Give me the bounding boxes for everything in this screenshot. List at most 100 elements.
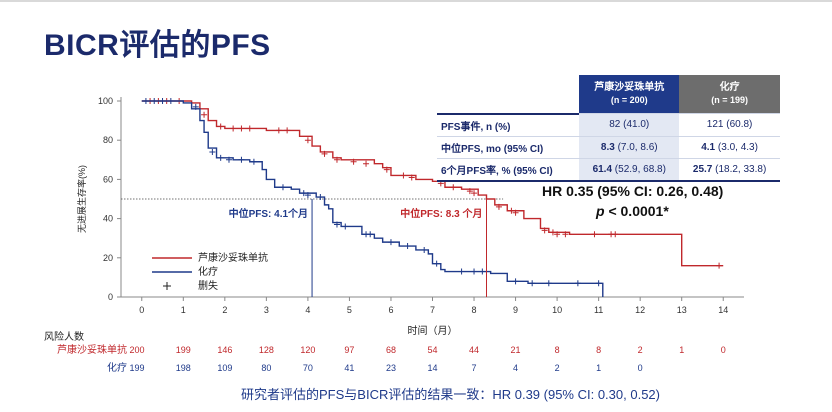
censor-mark <box>508 207 515 214</box>
censor-mark <box>367 231 374 238</box>
censor-mark <box>321 150 328 157</box>
risk-value: 44 <box>469 345 479 355</box>
risk-value: 1 <box>596 363 601 373</box>
risk-row-label: 芦康沙妥珠单抗 <box>57 343 127 356</box>
censor-mark <box>458 268 465 275</box>
censor-mark <box>284 127 291 134</box>
censor-mark <box>142 98 149 104</box>
risk-value: 198 <box>176 363 191 373</box>
y-axis-label: 无进展生存率(%) <box>76 165 87 233</box>
censor-mark <box>383 166 390 173</box>
y-tick-label: 0 <box>108 292 113 302</box>
censor-mark <box>404 243 411 250</box>
x-tick-label: 4 <box>305 305 310 315</box>
censor-mark <box>217 154 224 161</box>
risk-value: 200 <box>129 345 144 355</box>
censor-mark <box>612 231 619 238</box>
y-tick-label: 60 <box>103 174 113 184</box>
censor-mark <box>562 231 569 238</box>
risk-value: 80 <box>261 363 271 373</box>
series-line-化疗 <box>141 100 604 297</box>
censor-mark <box>421 246 428 253</box>
censor-mark <box>495 203 502 210</box>
risk-value: 41 <box>344 363 354 373</box>
censor-mark <box>471 268 478 275</box>
legend-label: 化疗 <box>198 265 218 278</box>
censor-mark <box>159 98 166 104</box>
censor-mark <box>437 180 444 187</box>
censor-mark <box>317 194 324 201</box>
censor-mark <box>238 125 245 132</box>
censor-mark <box>363 160 370 167</box>
censor-mark <box>512 278 519 285</box>
censor-mark <box>479 268 486 275</box>
censor-icon <box>163 282 171 290</box>
hazard-ratio: HR 0.35 (95% CI: 0.26, 0.48) <box>542 183 724 199</box>
censor-mark <box>554 231 561 238</box>
risk-value: 120 <box>300 345 315 355</box>
censor-mark <box>279 184 286 191</box>
x-tick-label: 13 <box>677 305 687 315</box>
x-tick-label: 10 <box>552 305 562 315</box>
x-tick-label: 2 <box>222 305 227 315</box>
censor-mark <box>541 227 548 234</box>
censor-mark <box>433 260 440 267</box>
risk-value: 4 <box>513 363 518 373</box>
censor-mark <box>225 156 232 163</box>
x-axis-label: 时间（月） <box>408 324 458 337</box>
x-tick-label: 9 <box>513 305 518 315</box>
risk-value: 0 <box>721 345 726 355</box>
page-title: BICR评估的PFS <box>44 29 271 62</box>
risk-table-title: 风险人数 <box>44 330 84 343</box>
risk-value: 2 <box>638 345 643 355</box>
risk-value: 97 <box>344 345 354 355</box>
risk-value: 70 <box>303 363 313 373</box>
table-header-row: 芦康沙妥珠单抗 (n = 200) 化疗 (n = 199) <box>437 75 780 115</box>
censor-mark <box>529 280 536 287</box>
censor-mark <box>350 158 357 165</box>
censor-mark <box>209 148 216 155</box>
risk-value: 8 <box>596 345 601 355</box>
censor-mark <box>201 111 208 118</box>
x-tick-label: 11 <box>594 305 603 315</box>
censor-mark <box>250 158 257 165</box>
table-row: 6个月PFS率, % (95% CI) 61.4 (52.9, 68.8) 25… <box>437 158 780 182</box>
y-tick-label: 80 <box>103 135 113 145</box>
censor-mark <box>545 280 552 287</box>
risk-value: 199 <box>129 363 144 373</box>
y-tick-label: 20 <box>103 253 113 263</box>
x-tick-label: 5 <box>347 305 352 315</box>
risk-value: 199 <box>176 345 191 355</box>
censor-mark <box>275 127 282 134</box>
risk-value: 23 <box>386 363 396 373</box>
x-tick-label: 0 <box>139 305 144 315</box>
summary-table: 芦康沙妥珠单抗 (n = 200) 化疗 (n = 199) PFS事件, n (%… <box>437 75 780 182</box>
censor-mark <box>471 190 478 197</box>
series-line-芦康沙妥珠单抗 <box>141 100 724 267</box>
risk-value: 68 <box>386 345 396 355</box>
x-tick-label: 3 <box>264 305 269 315</box>
x-tick-label: 8 <box>472 305 477 315</box>
censor-mark <box>333 221 340 228</box>
x-tick-label: 6 <box>388 305 393 315</box>
x-tick-label: 7 <box>430 305 435 315</box>
y-tick-label: 40 <box>103 214 113 224</box>
risk-value: 146 <box>217 345 232 355</box>
censor-mark <box>591 231 598 238</box>
legend-label: 删失 <box>198 279 218 292</box>
x-tick-label: 1 <box>181 305 186 315</box>
censor-mark <box>716 262 723 269</box>
censor-mark <box>466 188 473 195</box>
risk-value: 109 <box>217 363 232 373</box>
header-arm2: 化疗 (n = 199) <box>679 75 780 114</box>
censor-mark <box>246 125 253 132</box>
table-row: 中位PFS, mo (95% CI) 8.3 (7.0, 8.6) 4.1 (3… <box>437 136 780 159</box>
x-tick-label: 14 <box>718 305 728 315</box>
censor-mark <box>342 223 349 230</box>
risk-value: 54 <box>427 345 437 355</box>
median-label: 中位PFS: 8.3 个月 <box>400 207 482 220</box>
censor-mark <box>300 190 307 197</box>
censor-mark <box>450 184 457 191</box>
risk-row-label: 化疗 <box>107 361 127 374</box>
